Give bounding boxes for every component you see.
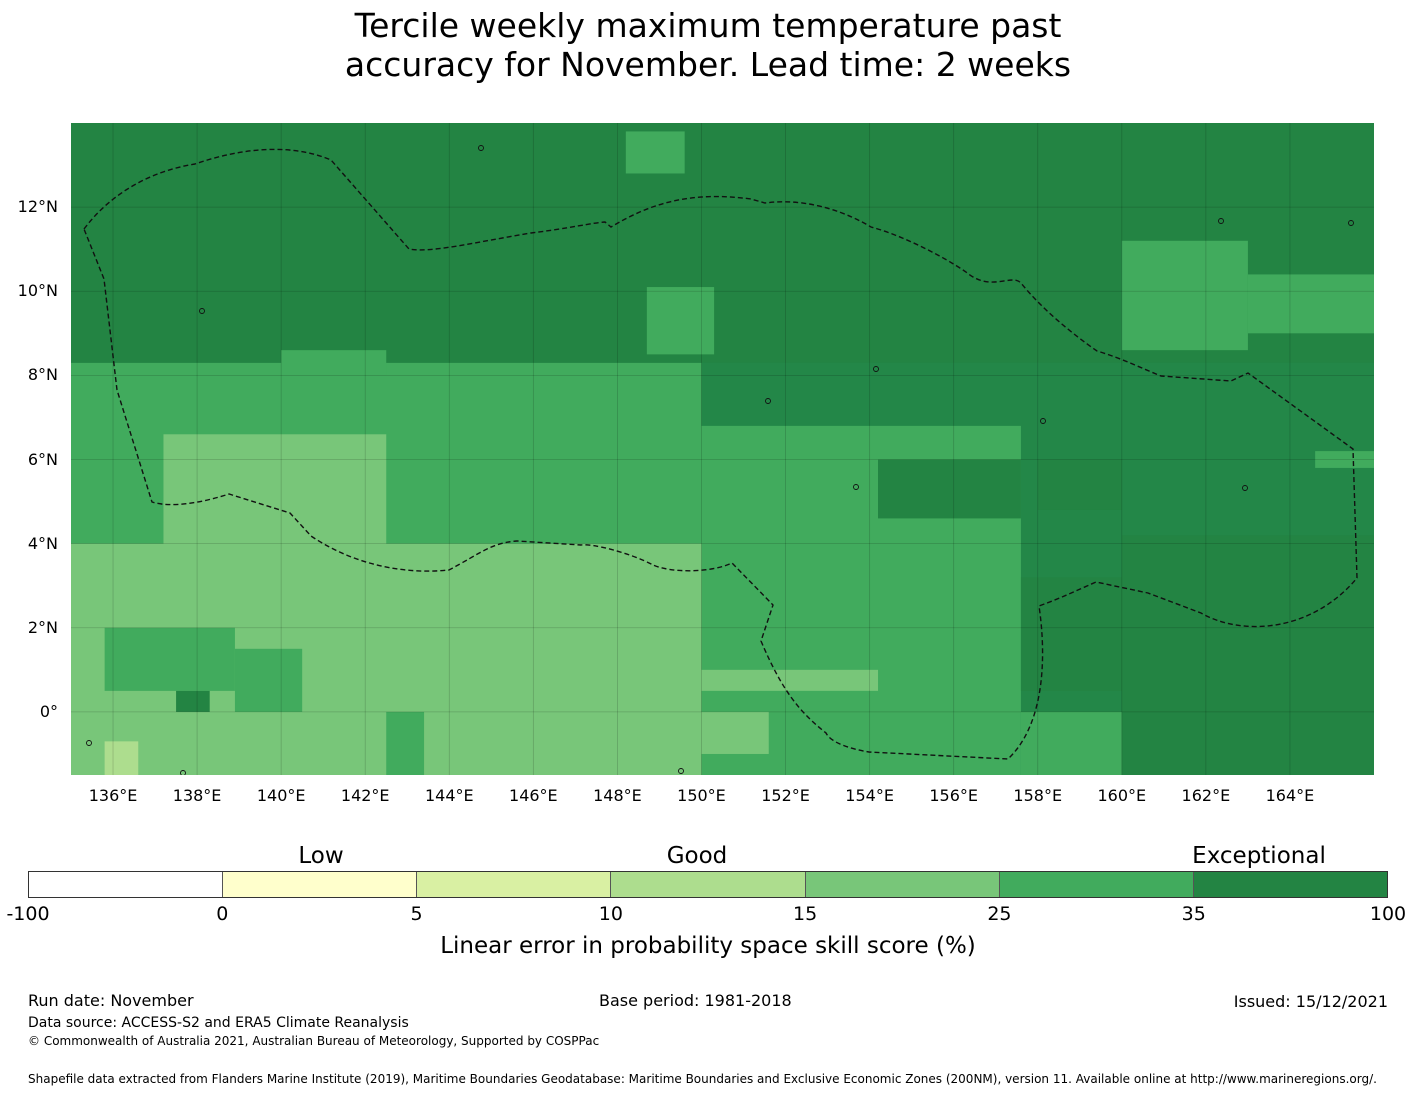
island-outline [765, 398, 771, 404]
island-outline [1040, 418, 1046, 424]
colorbar-tick-label: 100 [1369, 903, 1407, 925]
colorbar-segment [1193, 872, 1387, 897]
skill-zone [878, 459, 1021, 519]
lon-label: 156°E [929, 786, 978, 805]
colorbar-tick-label: 0 [216, 903, 229, 925]
map-title: Tercile weekly maximum temperature past … [0, 6, 1416, 84]
category-good: Good [666, 843, 728, 869]
island-outline [86, 740, 92, 746]
skill-map [71, 123, 1374, 775]
lon-label: 160°E [1097, 786, 1147, 805]
island-outline [873, 366, 879, 372]
lon-label: 138°E [172, 786, 222, 805]
lon-label: 146°E [509, 786, 558, 805]
lon-label: 142°E [340, 786, 390, 805]
issued-date: Issued: 15/12/2021 [1233, 992, 1388, 1011]
lon-label: 148°E [593, 786, 642, 805]
island-outline [853, 484, 859, 490]
title-line-1: Tercile weekly maximum temperature past [354, 6, 1062, 45]
island-outline [478, 145, 484, 151]
colorbar-tick-label: 25 [987, 903, 1012, 925]
lat-label: 2°N [27, 617, 58, 637]
lat-label: 4°N [27, 533, 58, 553]
lon-label: 136°E [88, 786, 138, 805]
lon-label: 144°E [424, 786, 474, 805]
title-line-2: accuracy for November. Lead time: 2 week… [344, 45, 1072, 84]
skill-zone [1121, 535, 1374, 775]
colorbar-label: Linear error in probability space skill … [440, 933, 976, 959]
skill-zone [104, 627, 235, 691]
base-period: Base period: 1981-2018 [599, 991, 792, 1010]
skill-zone [234, 648, 303, 712]
skill-zone [1315, 451, 1374, 468]
colorbar-segment [805, 872, 1000, 897]
island-outline [1218, 218, 1224, 224]
skill-zone [386, 711, 425, 775]
skill-zone [1020, 577, 1122, 691]
skill-zone [701, 711, 769, 754]
island-outline [1242, 485, 1248, 491]
colorbar-tick-label: 35 [1181, 903, 1206, 925]
skill-zone [1037, 459, 1122, 510]
lat-label: 12°N [17, 197, 58, 217]
island-outline [1348, 220, 1354, 226]
skill-zone [625, 131, 685, 174]
lon-label: 154°E [845, 786, 894, 805]
skill-zone [646, 287, 715, 355]
lat-label: 0° [39, 701, 58, 721]
lon-label: 152°E [761, 786, 810, 805]
skill-zone [1247, 274, 1374, 334]
colorbar-tick-label: 15 [793, 903, 818, 925]
lat-label: 6°N [27, 449, 58, 469]
lon-label: 162°E [1181, 786, 1231, 805]
colorbar-segment [611, 872, 806, 897]
colorbar-tick-label: 5 [410, 903, 423, 925]
island-outline [678, 768, 684, 774]
data-source: Data source: ACCESS-S2 and ERA5 Climate … [28, 1015, 409, 1031]
eez-boundary [83, 148, 1358, 760]
copyright: © Commonwealth of Australia 2021, Austra… [28, 1034, 600, 1048]
skill-zone [176, 690, 210, 712]
lon-label: 150°E [677, 786, 726, 805]
skill-zone [1121, 240, 1248, 351]
colorbar-segment [999, 872, 1194, 897]
lon-label: 158°E [1013, 786, 1063, 805]
island-outline [199, 308, 205, 314]
skill-zone [701, 669, 879, 691]
colorbar-tick-label: 10 [598, 903, 623, 925]
category-exceptional: Exceptional [1192, 843, 1326, 869]
lon-label: 164°E [1265, 786, 1315, 805]
skill-zone [104, 741, 139, 775]
colorbar [28, 871, 1388, 898]
colorbar-segment [29, 872, 224, 897]
lat-label: 10°N [17, 281, 58, 301]
category-low: Low [298, 843, 344, 869]
run-date: Run date: November [28, 991, 194, 1010]
colorbar-segment [417, 872, 612, 897]
lon-label: 140°E [256, 786, 306, 805]
island-outline [180, 770, 186, 775]
colorbar-tick-label: -100 [6, 903, 50, 925]
skill-map-canvas [71, 123, 1374, 775]
lat-label: 8°N [27, 365, 58, 385]
skill-zone [281, 350, 387, 376]
shapefile-credit: Shapefile data extracted from Flanders M… [28, 1072, 1377, 1086]
colorbar-segment [223, 872, 418, 897]
